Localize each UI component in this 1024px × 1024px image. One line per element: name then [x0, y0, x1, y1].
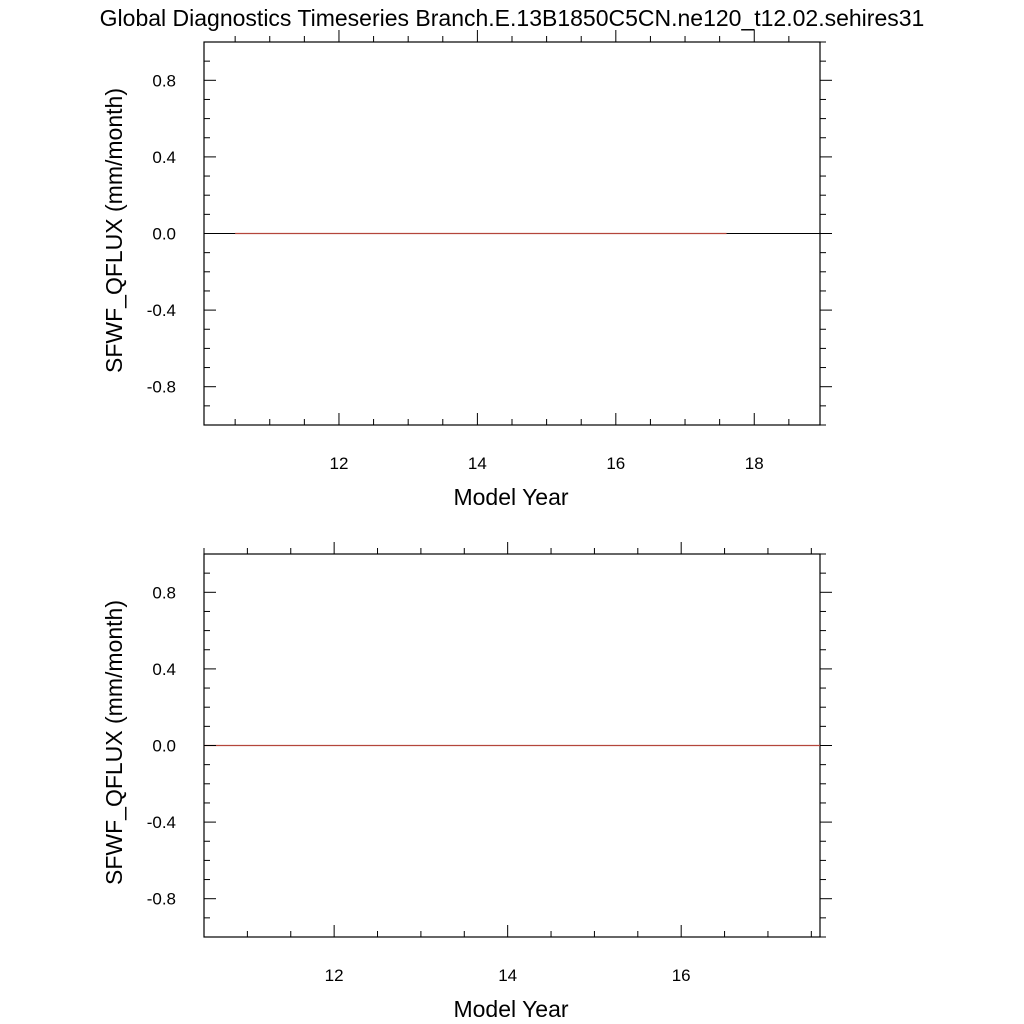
top-y-tick-label: 0.4 — [152, 148, 176, 167]
bottom-x-tick-label: 14 — [498, 966, 517, 985]
bottom-y-tick-label: -0.8 — [147, 890, 176, 909]
top-y-tick-label: 0.8 — [152, 71, 176, 90]
bottom-y-tick-label: -0.4 — [147, 813, 176, 832]
bottom-x-tick-label: 12 — [325, 966, 344, 985]
top-x-tick-label: 14 — [468, 454, 487, 473]
bottom-y-tick-label: 0.0 — [152, 737, 176, 756]
figure-title: Global Diagnostics Timeseries Branch.E.1… — [100, 5, 925, 31]
top-y-tick-label: -0.8 — [147, 378, 176, 397]
bottom-x-tick-label: 16 — [672, 966, 691, 985]
bottom-y-tick-label: 0.4 — [152, 660, 176, 679]
top-x-tick-label: 12 — [330, 454, 349, 473]
top-panel: 12 14 16 18 0.8 0.4 0.0 -0.4 -0.8 Model Year SFW… — [101, 30, 832, 510]
top-y-tick-label: 0.0 — [152, 225, 176, 244]
bottom-x-axis-label: Model Year — [453, 996, 568, 1022]
bottom-y-tick-label: 0.8 — [152, 583, 176, 602]
top-x-axis-label: Model Year — [453, 484, 568, 510]
bottom-y-axis-label: SFWF_QFLUX (mm/month) — [101, 600, 127, 885]
top-y-tick-label: -0.4 — [147, 301, 176, 320]
top-x-tick-label: 18 — [745, 454, 764, 473]
top-y-axis-label: SFWF_QFLUX (mm/month) — [101, 88, 127, 373]
bottom-panel: 12 14 16 0.8 0.4 0.0 -0.4 -0.8 Model Year SFWF_… — [101, 542, 832, 1022]
top-x-tick-label: 16 — [606, 454, 625, 473]
